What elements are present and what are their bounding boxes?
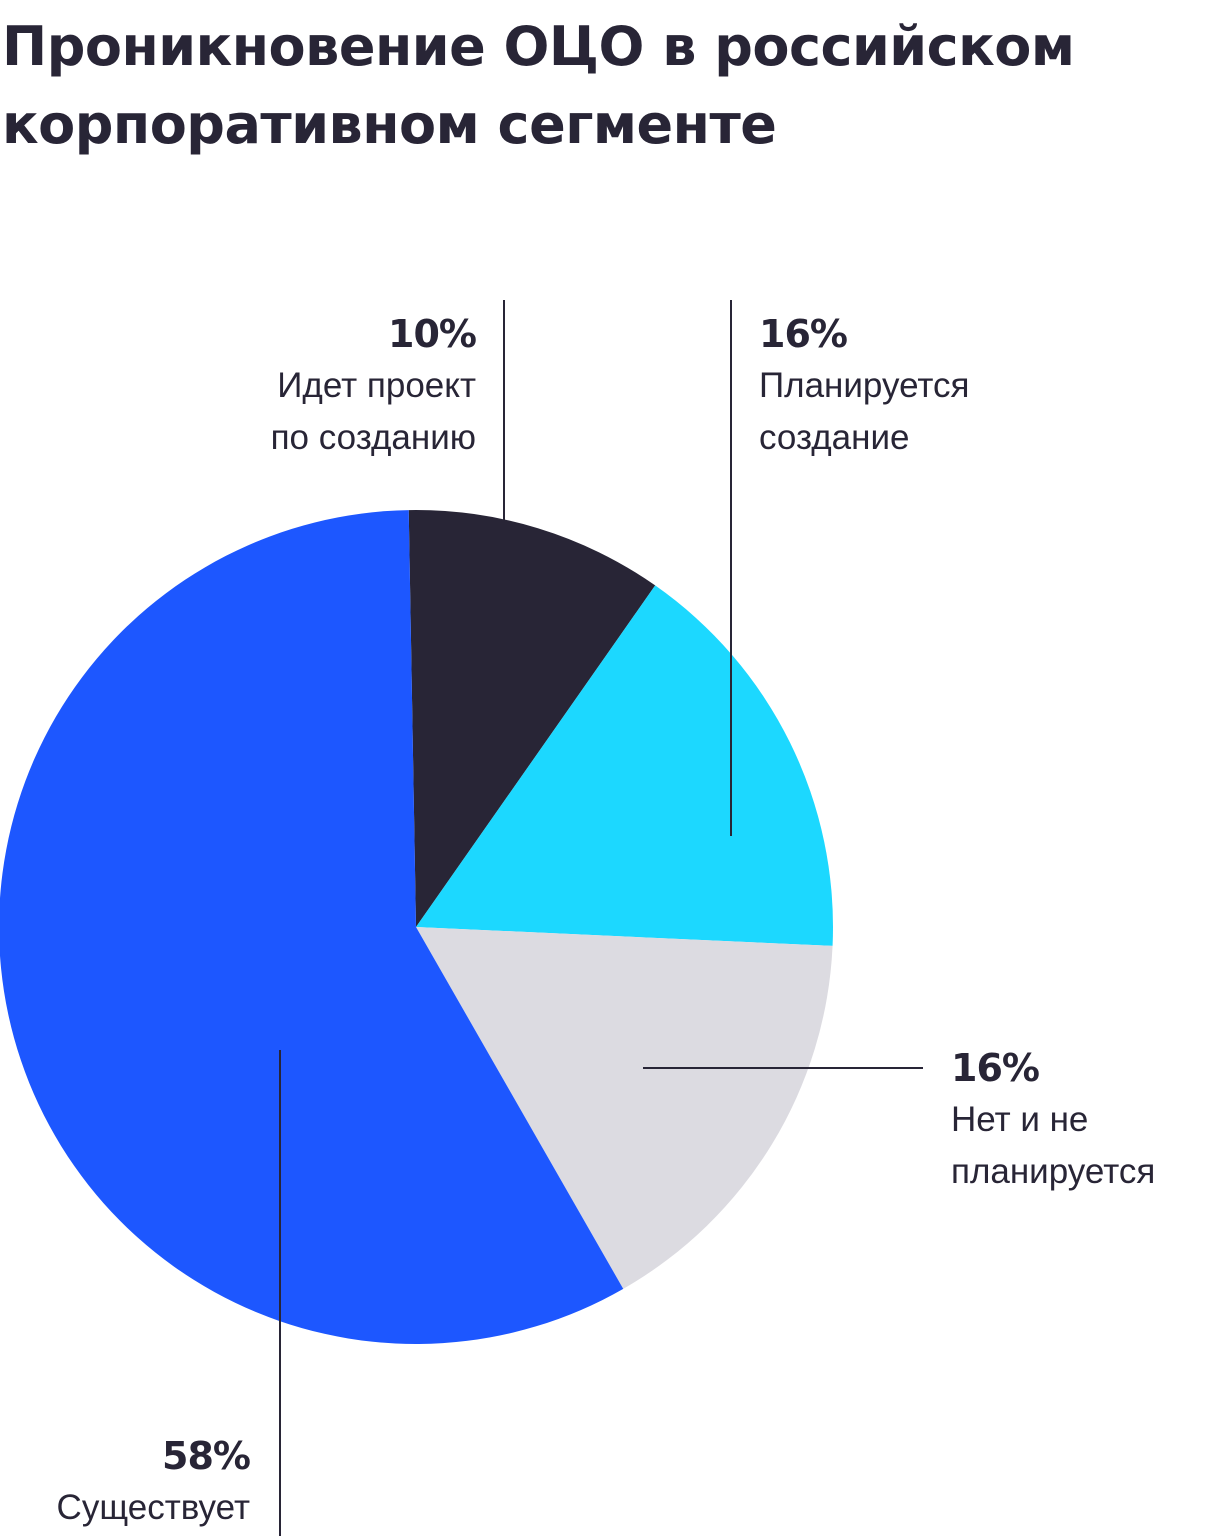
slice-project-in-progress <box>408 510 656 927</box>
percent-label: 16% <box>759 312 848 356</box>
slice-exists <box>0 510 624 1344</box>
label-planned-creation: 16% Планируется создание <box>759 308 1059 464</box>
category-label: Планируется создание <box>759 366 970 457</box>
percent-label: 58% <box>162 1434 251 1478</box>
slice-not-planned <box>416 927 833 1289</box>
percent-label: 10% <box>388 312 477 356</box>
label-exists: 58% Существует <box>0 1430 251 1534</box>
chart-title: Проникновение ОЦО в российском корпорати… <box>2 15 1075 156</box>
category-label: Идет проект по созданию <box>270 366 476 457</box>
percent-label: 16% <box>951 1046 1040 1090</box>
category-label: Существует <box>56 1488 250 1527</box>
category-label: Нет и не планируется <box>951 1100 1156 1191</box>
label-not-planned: 16% Нет и не планируется <box>951 1042 1201 1198</box>
slice-planned-creation <box>416 585 833 946</box>
label-project-in-progress: 10% Идет проект по созданию <box>176 308 477 464</box>
